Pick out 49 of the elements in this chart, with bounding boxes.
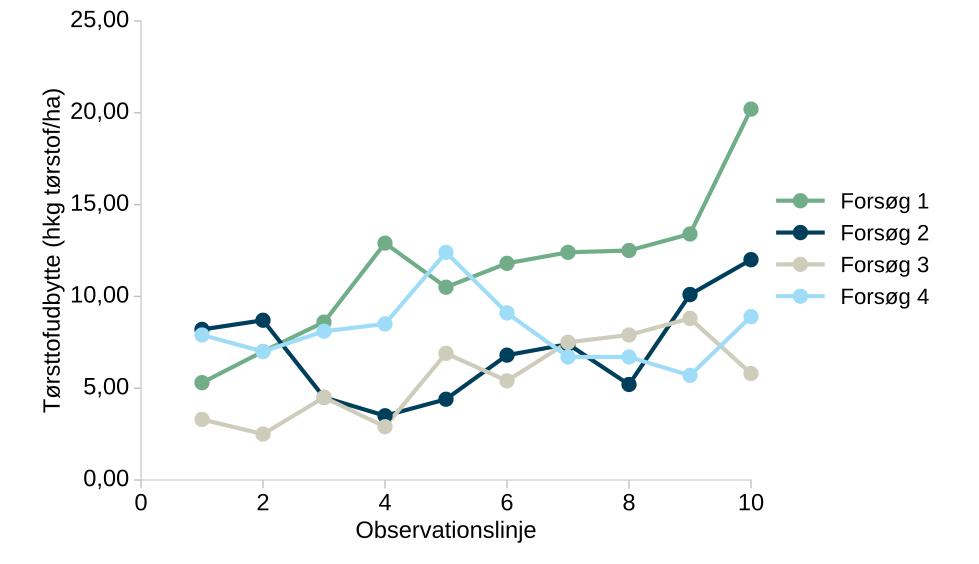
point xyxy=(377,419,393,434)
point xyxy=(499,373,515,388)
y-tick-label: 0,00 xyxy=(84,470,128,490)
point xyxy=(743,308,759,324)
legend-label: Forsøg 4 xyxy=(842,288,929,309)
legend-label: Forsøg 2 xyxy=(842,224,928,245)
point xyxy=(377,236,393,251)
point xyxy=(560,244,576,260)
point xyxy=(499,305,515,321)
x-tick-label: 6 xyxy=(502,494,513,511)
legend-label: Forsøg 1 xyxy=(842,193,928,214)
x-tick-label: 10 xyxy=(740,494,764,511)
point xyxy=(743,101,759,117)
point xyxy=(194,375,210,390)
legend-label: Forsøg 3 xyxy=(842,256,928,277)
y-tick-label: 10,00 xyxy=(72,286,128,306)
x-axis-title: Observationslinje xyxy=(356,520,536,543)
point xyxy=(499,256,515,271)
point xyxy=(621,349,637,365)
point xyxy=(438,280,454,295)
point xyxy=(621,376,637,392)
point xyxy=(255,426,271,442)
y-tick-label: 15,00 xyxy=(72,194,128,214)
x-tick-label: 0 xyxy=(135,494,147,511)
point xyxy=(438,392,454,407)
point xyxy=(438,244,454,260)
x-tick-label: 8 xyxy=(623,494,635,511)
point xyxy=(194,412,210,428)
point xyxy=(621,327,637,343)
x-tick-label: 2 xyxy=(258,494,268,510)
y-tick-label: 25,00 xyxy=(71,10,128,30)
point xyxy=(682,368,698,383)
point xyxy=(743,252,759,268)
point xyxy=(499,348,515,363)
x-tick-label: 4 xyxy=(378,494,391,510)
point xyxy=(438,346,454,361)
point xyxy=(316,324,332,339)
point xyxy=(194,327,210,343)
point xyxy=(682,286,698,302)
point xyxy=(377,316,393,332)
y-tick-label: 20,00 xyxy=(71,102,128,122)
point xyxy=(255,312,271,328)
y-axis-title: Tørsttofudbytte (hkg tørstof/ha) xyxy=(42,89,65,413)
point xyxy=(621,242,637,258)
point xyxy=(682,226,698,242)
point xyxy=(560,349,576,365)
y-tick-label: 5,00 xyxy=(84,378,128,398)
point xyxy=(682,310,698,326)
point xyxy=(743,366,759,382)
